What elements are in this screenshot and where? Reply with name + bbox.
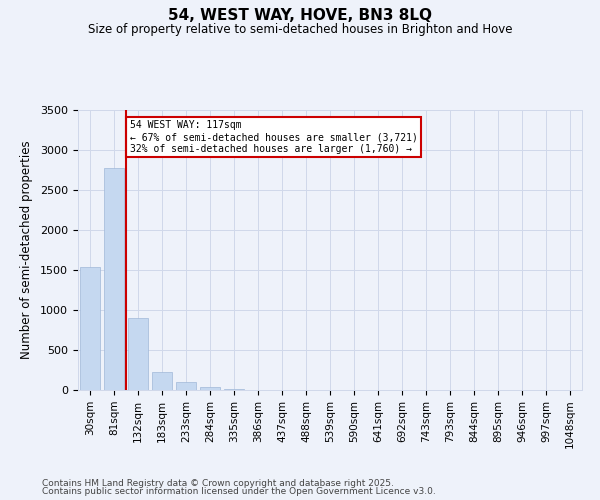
Text: 54, WEST WAY, HOVE, BN3 8LQ: 54, WEST WAY, HOVE, BN3 8LQ (168, 8, 432, 22)
Text: Contains public sector information licensed under the Open Government Licence v3: Contains public sector information licen… (42, 487, 436, 496)
Bar (104, 168, 124, 390)
Bar (200, 387, 220, 390)
Bar (80, 267, 100, 390)
Text: Contains HM Land Registry data © Crown copyright and database right 2025.: Contains HM Land Registry data © Crown c… (42, 478, 394, 488)
Bar (128, 318, 148, 390)
Bar (176, 382, 196, 390)
Y-axis label: Number of semi-detached properties: Number of semi-detached properties (20, 140, 33, 360)
Text: 54 WEST WAY: 117sqm
← 67% of semi-detached houses are smaller (3,721)
32% of sem: 54 WEST WAY: 117sqm ← 67% of semi-detach… (130, 120, 418, 154)
Bar (152, 372, 172, 390)
Text: Size of property relative to semi-detached houses in Brighton and Hove: Size of property relative to semi-detach… (88, 22, 512, 36)
Bar (224, 388, 244, 390)
